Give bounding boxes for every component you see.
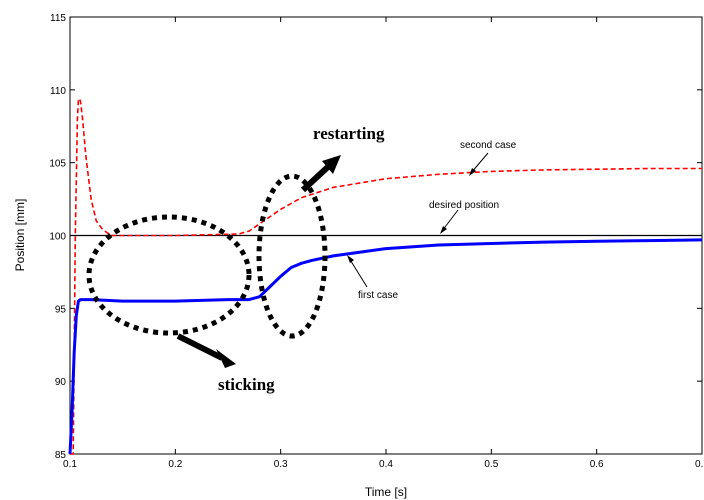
x-axis-title: Time [s] — [365, 485, 407, 499]
y-axis-title: Position [mm] — [13, 199, 27, 272]
restarting-region-ellipse — [256, 173, 328, 339]
first-case-leader-head — [347, 255, 354, 263]
y-tick-label: 105 — [49, 159, 66, 170]
restarting-label: restarting — [313, 124, 385, 143]
first-case-label: first case — [358, 290, 398, 301]
sticking-label: sticking — [218, 375, 275, 394]
series-line-second-case — [70, 97, 702, 455]
x-tick-label: 0.1 — [63, 459, 77, 470]
y-tick-label: 95 — [55, 304, 67, 315]
restarting-arrowhead — [322, 155, 341, 174]
x-tick-label: 0.2 — [168, 459, 182, 470]
series-line-first-case — [68, 238, 703, 455]
y-tick-label: 110 — [50, 86, 66, 97]
desired-position-label: desired position — [429, 200, 499, 211]
x-tick-label: 0.7 — [695, 459, 704, 470]
second-case-leader-head — [469, 168, 476, 176]
y-tick-label: 115 — [50, 13, 66, 24]
x-tick-label: 0.6 — [590, 459, 604, 470]
sticking-region-ellipse — [86, 214, 252, 336]
desired-position-leader-head — [440, 226, 447, 234]
sticking-arrowhead — [216, 349, 236, 368]
restarting-arrow — [300, 162, 333, 193]
second-case-label: second case — [460, 140, 517, 151]
first-case-leader — [348, 257, 368, 288]
x-tick-label: 0.4 — [379, 459, 393, 470]
x-tick-label: 0.3 — [274, 459, 288, 470]
y-tick-label: 90 — [55, 377, 67, 388]
x-tick-label: 0.5 — [484, 459, 498, 470]
y-tick-label: 85 — [55, 450, 67, 461]
y-tick-label: 100 — [49, 232, 66, 243]
sticking-arrow — [176, 333, 224, 361]
